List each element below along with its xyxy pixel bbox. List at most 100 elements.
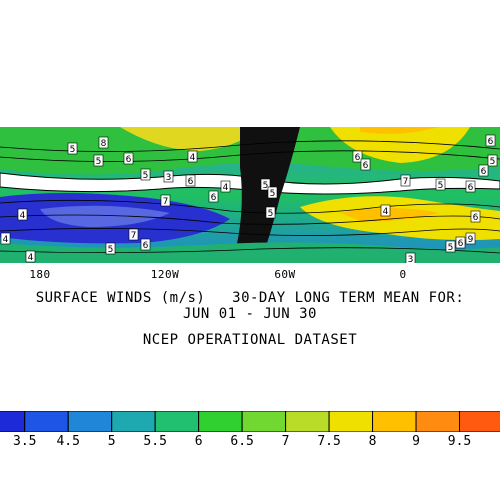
color-scale-label: 8 [368, 434, 377, 449]
lon-label-0: 0 [399, 268, 407, 281]
contour-label-value: 3 [166, 173, 172, 183]
contour-label-box [0, 232, 11, 245]
contour-label-box [485, 134, 496, 147]
contour-label-value: 6 [458, 239, 464, 249]
color-scale-label: 6 [194, 434, 203, 449]
contour-label-box [470, 210, 481, 223]
contour-label-box [128, 228, 139, 241]
color-scale-swatch [415, 411, 461, 432]
contour-label-box [487, 154, 498, 167]
contour-label-box [208, 190, 219, 203]
contour-label-box [352, 150, 363, 163]
color-scale-label: 7.5 [317, 434, 341, 449]
contour-label-box [465, 232, 476, 245]
contour-label-box [465, 180, 476, 193]
contour-label-value: 6 [468, 183, 474, 193]
color-scale-label: 9 [412, 434, 420, 449]
contour-label-box [67, 142, 78, 155]
contour-label-box [265, 206, 276, 219]
contour-label-value: 6 [473, 213, 479, 223]
contour-label-box [98, 136, 109, 149]
contour-label-box [405, 252, 416, 263]
contour-label-box [140, 238, 151, 251]
contour-label-box [105, 242, 116, 255]
color-scale-bar [0, 411, 500, 432]
contour-label-value: 5 [96, 157, 102, 167]
contour-label-box [160, 194, 171, 207]
contour-label-value: 6 [211, 193, 217, 203]
contour-label-value: 6 [126, 155, 132, 165]
color-scale-swatch [241, 411, 287, 432]
color-scale-swatch [154, 411, 200, 432]
color-scale-swatch [0, 411, 26, 432]
contour-label-value: 6 [143, 241, 149, 251]
color-scale-swatch [459, 411, 500, 432]
lon-label-120w: 120W [150, 268, 180, 281]
contour-label-value: 3 [408, 255, 414, 263]
contour-label-value: 4 [3, 235, 9, 245]
contour-label-value: 5 [263, 181, 269, 191]
color-scale-label: 5.5 [143, 434, 167, 449]
contour-label-value: 6 [188, 177, 194, 187]
contour-label-value: 5 [270, 189, 276, 199]
contour-label-box [435, 178, 446, 191]
contour-label-box [17, 208, 28, 221]
contour-label-value: 5 [438, 181, 444, 191]
contour-label-value: 5 [108, 245, 114, 255]
color-scale-swatch [198, 411, 243, 432]
contour-label-box [163, 170, 174, 183]
lon-label-180: 180 [29, 268, 51, 281]
color-scale-swatch [285, 411, 330, 432]
lon-label-60w: 60W [274, 268, 296, 281]
contour-label-value: 5 [490, 157, 496, 167]
contour-label-box [380, 204, 391, 217]
contour-label-box [267, 186, 278, 199]
contour-label-box [445, 240, 456, 253]
contour-label-value: 6 [488, 137, 494, 147]
color-scale-swatch [67, 411, 113, 432]
color-scale-label: 5 [107, 434, 116, 449]
color-scale-label: 9.5 [447, 434, 472, 449]
contour-label-value: 5 [143, 171, 149, 181]
contour-label-value: 7 [163, 197, 169, 207]
color-scale-swatch [111, 411, 156, 432]
contour-label-box [455, 236, 466, 249]
color-scale-label: 6.5 [230, 434, 254, 449]
contour-label-box [260, 178, 271, 191]
contour-label-value: 4 [383, 207, 389, 217]
contour-label-box [140, 168, 151, 181]
contour-label-box [93, 154, 104, 167]
contour-label-value: 6 [481, 167, 487, 177]
contour-label-value: 8 [101, 139, 107, 149]
contour-label-value: 4 [20, 211, 26, 221]
contour-label-value: 4 [223, 183, 229, 193]
contour-label-box [400, 174, 411, 187]
contour-label-box [360, 158, 371, 171]
contour-label-value: 6 [355, 153, 361, 163]
contour-label-value: 5 [268, 209, 274, 219]
dataset-name: NCEP OPERATIONAL DATASET [142, 332, 358, 348]
contour-label-value: 9 [468, 235, 474, 245]
color-scale-label: 7 [281, 434, 290, 449]
contour-label-value: 7 [403, 177, 409, 187]
contour-label-value: 4 [190, 153, 196, 163]
contour-label-value: 5 [70, 145, 76, 155]
color-scale-swatch [328, 411, 374, 432]
map-title: SURFACE WINDS (m/s) 30-DAY LONG TERM MEA… [35, 290, 465, 306]
color-scale-swatch [372, 411, 417, 432]
map-date-range: JUN 01 - JUN 30 [183, 306, 317, 322]
contour-label-box [25, 250, 36, 263]
contour-label-box [187, 150, 198, 163]
contour-label-box [123, 152, 134, 165]
color-scale-label: 3.5 [12, 434, 37, 449]
contour-label-box [478, 164, 489, 177]
contour-label-value: 4 [28, 253, 34, 263]
contour-label-box [185, 174, 196, 187]
contour-label-value: 7 [131, 231, 137, 241]
contour-label-box [220, 180, 231, 193]
contour-label-value: 6 [363, 161, 369, 171]
color-scale-swatch [24, 411, 69, 432]
